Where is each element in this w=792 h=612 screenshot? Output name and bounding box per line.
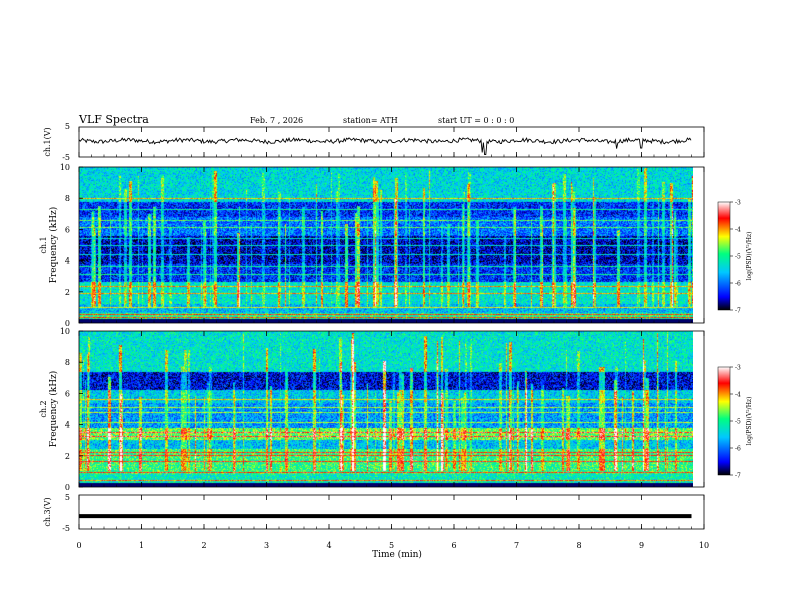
ch2-colorbar-tick-label: -5: [735, 419, 741, 426]
ch1-spectrogram-ytick-label: 0: [65, 319, 70, 328]
ch2-spectrogram-ytick-label: 6: [65, 389, 70, 398]
ch2-colorbar-ticks: -3 -4 -5 -6 -7: [730, 365, 741, 480]
time-tick-label: 9: [639, 541, 644, 550]
ch3-waveform-ylabel: ch.3(V): [43, 497, 52, 526]
ch1-spectrogram-ytick-label: 4: [65, 257, 70, 266]
ch3-waveform-frame: [78, 494, 705, 530]
time-tick-label: 5: [389, 541, 394, 550]
ch3-ytick-top: 5: [65, 493, 70, 502]
ch1-colorbar-gradient: [717, 201, 731, 311]
ch2-colorbar: -3 -4 -5 -6 -7 log(PSD)(V²/Hz): [717, 365, 753, 480]
ch1-colorbar-tick-label: -3: [735, 200, 741, 207]
ch2-colorbar-tick-label: -3: [735, 365, 741, 372]
ch2-spectrogram-panel: 0 2 4 6 8 10 ch.2 Frequency (kHz): [39, 327, 705, 492]
time-tick-label: 8: [576, 541, 581, 550]
ch2-spectrogram-image: [79, 331, 693, 487]
ch1-spectrogram-ytick-label: 8: [65, 194, 70, 203]
ch1-colorbar-tick-label: -4: [735, 227, 741, 234]
ch2-spectrogram-ytick-label: 0: [65, 483, 70, 492]
ch1-spectrogram-ytick-label: 10: [60, 163, 70, 172]
ch1-spectrogram-yticks: 0 2 4 6 8 10: [60, 163, 83, 328]
ch1-spectrogram-ytick-label: 6: [65, 225, 70, 234]
ch2-spectrogram-ytick-label: 2: [65, 452, 70, 461]
ch1-ytick-top: 5: [65, 122, 70, 131]
station-label: station= ATH: [343, 116, 398, 125]
ch1-waveform-line: [78, 137, 692, 156]
ch3-waveform-panel: 5 -5 ch.3(V): [43, 493, 705, 533]
time-tick-label: 10: [699, 541, 709, 550]
ch1-colorbar-tick-label: -6: [735, 281, 741, 288]
date-label: Feb. 7 , 2026: [250, 116, 303, 125]
ch2-colorbar-tick-label: -7: [735, 473, 741, 480]
time-axis-label: Time (min): [372, 549, 422, 560]
time-tick-label: 4: [326, 541, 331, 550]
figure-title: VLF Spectra: [78, 113, 149, 126]
time-tick-label: 6: [451, 541, 456, 550]
ch1-colorbar-ticks: -3 -4 -5 -6 -7: [730, 200, 741, 315]
ch1-frequency-label: Frequency (kHz): [48, 207, 59, 284]
ch1-spectrogram-image: [79, 167, 693, 323]
time-tick-label: 2: [201, 541, 206, 550]
ch3-ytick-bottom: -5: [62, 524, 70, 533]
time-tick-label: 0: [76, 541, 81, 550]
ch1-colorbar-label: log(PSD)(V²/Hz): [746, 232, 753, 281]
ch2-colorbar-tick-label: -4: [735, 392, 741, 399]
ch2-colorbar-label: log(PSD)(V²/Hz): [746, 397, 753, 446]
time-tick-label: 3: [264, 541, 269, 550]
time-tick-label: 7: [514, 541, 519, 550]
ch1-spectrogram-panel: 0 2 4 6 8 10 ch.1 Frequency (kHz): [39, 163, 705, 328]
ch2-spectrogram-ytick-label: 4: [65, 421, 70, 430]
time-axis: 0 1 2 3 4 5 6 7 8 9 10: [76, 127, 709, 550]
ch1-waveform-ylabel: ch.1(V): [43, 127, 52, 156]
ch1-waveform-panel: 5 -5 ch.1(V): [43, 122, 705, 162]
ch2-colorbar-gradient: [717, 366, 731, 476]
ch1-colorbar-tick-label: -5: [735, 254, 741, 261]
ch2-spectrogram-ytick-label: 8: [65, 358, 70, 367]
ch2-frequency-label: Frequency (kHz): [48, 371, 59, 448]
ch2-colorbar-tick-label: -6: [735, 446, 741, 453]
start-ut-label: start UT = 0 : 0 : 0: [438, 116, 514, 125]
ch1-colorbar-tick-label: -7: [735, 308, 741, 315]
ch2-channel-label: ch.2: [39, 400, 48, 417]
ch1-colorbar: -3 -4 -5 -6 -7 log(PSD)(V²/Hz): [717, 200, 753, 315]
ch1-ytick-bottom: -5: [62, 153, 70, 162]
ch1-channel-label: ch.1: [39, 236, 48, 253]
time-tick-label: 1: [139, 541, 144, 550]
ch2-spectrogram-yticks: 0 2 4 6 8 10: [60, 327, 83, 492]
ch1-spectrogram-ytick-label: 2: [65, 288, 70, 297]
ch2-spectrogram-ytick-label: 10: [60, 327, 70, 336]
